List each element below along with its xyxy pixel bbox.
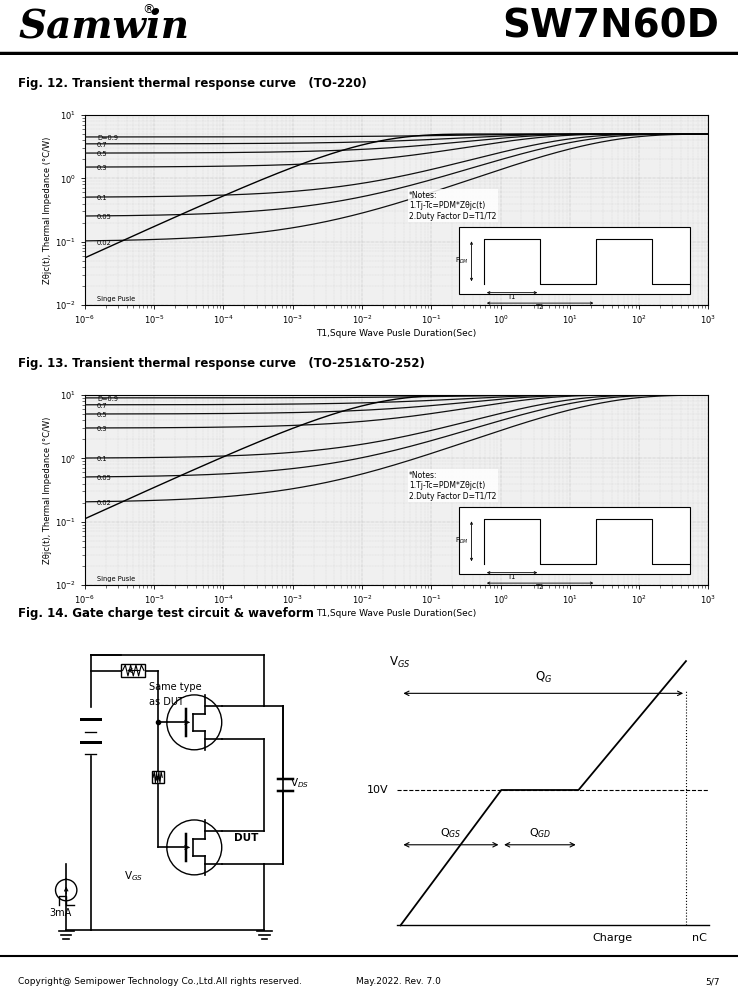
Text: 0.3: 0.3 bbox=[97, 426, 108, 432]
Text: 5/7: 5/7 bbox=[705, 977, 720, 986]
Text: Samwin: Samwin bbox=[18, 7, 190, 45]
Text: V$_{GS}$: V$_{GS}$ bbox=[124, 869, 143, 883]
Text: D=0.9: D=0.9 bbox=[97, 135, 118, 141]
Text: T2: T2 bbox=[536, 584, 545, 590]
Text: Fig. 14. Gate charge test circuit & waveform: Fig. 14. Gate charge test circuit & wave… bbox=[18, 607, 314, 620]
Bar bbox=[459, 507, 690, 574]
X-axis label: T1,Squre Wave Pusle Duration(Sec): T1,Squre Wave Pusle Duration(Sec) bbox=[317, 609, 477, 618]
Text: 0.3: 0.3 bbox=[97, 165, 108, 171]
Text: T1: T1 bbox=[508, 294, 516, 300]
Text: 10V: 10V bbox=[368, 785, 389, 795]
Text: nC: nC bbox=[692, 933, 707, 943]
Bar bbox=[151, 771, 164, 783]
Text: *Notes:
1.Tj-Tc=PDM*Zθjc(t)
2.Duty Factor D=T1/T2: *Notes: 1.Tj-Tc=PDM*Zθjc(t) 2.Duty Facto… bbox=[409, 191, 497, 221]
Text: T1: T1 bbox=[508, 574, 516, 580]
Text: 0.1: 0.1 bbox=[97, 456, 108, 462]
Text: V$_{DS}$: V$_{DS}$ bbox=[290, 776, 309, 790]
Text: 0.7: 0.7 bbox=[97, 403, 108, 409]
Text: Charge: Charge bbox=[592, 933, 632, 943]
Text: Copyright@ Semipower Technology Co.,Ltd.All rights reserved.: Copyright@ Semipower Technology Co.,Ltd.… bbox=[18, 977, 303, 986]
Text: P$_{DM}$: P$_{DM}$ bbox=[455, 256, 469, 266]
Text: Singe Pusle: Singe Pusle bbox=[97, 576, 135, 582]
Text: Fig. 12. Transient thermal response curve   (TO-220): Fig. 12. Transient thermal response curv… bbox=[18, 78, 367, 91]
Text: SW7N60D: SW7N60D bbox=[503, 7, 720, 45]
Text: 0.05: 0.05 bbox=[97, 214, 112, 220]
Text: Singe Pusle: Singe Pusle bbox=[97, 296, 135, 302]
Y-axis label: Zθjc(t), Thermal Impedance (°C/W): Zθjc(t), Thermal Impedance (°C/W) bbox=[44, 136, 52, 284]
Text: 0.5: 0.5 bbox=[97, 412, 108, 418]
Text: 0.05: 0.05 bbox=[97, 475, 112, 481]
Text: 0.7: 0.7 bbox=[97, 142, 108, 148]
Text: 0.5: 0.5 bbox=[97, 151, 108, 157]
Bar bbox=[121, 664, 145, 677]
Text: May.2022. Rev. 7.0: May.2022. Rev. 7.0 bbox=[356, 977, 441, 986]
Text: 0.02: 0.02 bbox=[97, 500, 112, 506]
Text: 0.1: 0.1 bbox=[97, 195, 108, 201]
Bar bbox=[459, 227, 690, 294]
Text: DUT: DUT bbox=[234, 833, 258, 843]
Text: *Notes:
1.Tj-Tc=PDM*Zθjc(t)
2.Duty Factor D=T1/T2: *Notes: 1.Tj-Tc=PDM*Zθjc(t) 2.Duty Facto… bbox=[409, 471, 497, 501]
Y-axis label: Zθjc(t), Thermal Impedance (°C/W): Zθjc(t), Thermal Impedance (°C/W) bbox=[44, 416, 52, 564]
Text: D=0.9: D=0.9 bbox=[97, 396, 118, 402]
Text: Q$_{GD}$: Q$_{GD}$ bbox=[528, 826, 551, 840]
X-axis label: T1,Squre Wave Pusle Duration(Sec): T1,Squre Wave Pusle Duration(Sec) bbox=[317, 329, 477, 338]
Text: P$_{DM}$: P$_{DM}$ bbox=[455, 536, 469, 546]
Text: Same type: Same type bbox=[148, 682, 201, 692]
Text: 0.02: 0.02 bbox=[97, 240, 112, 246]
Text: Q$_{GS}$: Q$_{GS}$ bbox=[440, 826, 462, 840]
Text: T2: T2 bbox=[536, 304, 545, 310]
Text: Fig. 13. Transient thermal response curve   (TO-251&TO-252): Fig. 13. Transient thermal response curv… bbox=[18, 358, 425, 370]
Text: ®: ® bbox=[142, 3, 155, 16]
Text: as DUT: as DUT bbox=[148, 697, 184, 707]
Text: V$_{GS}$: V$_{GS}$ bbox=[389, 655, 410, 670]
Text: Q$_G$: Q$_G$ bbox=[534, 670, 552, 685]
Text: 3mA: 3mA bbox=[49, 908, 72, 918]
